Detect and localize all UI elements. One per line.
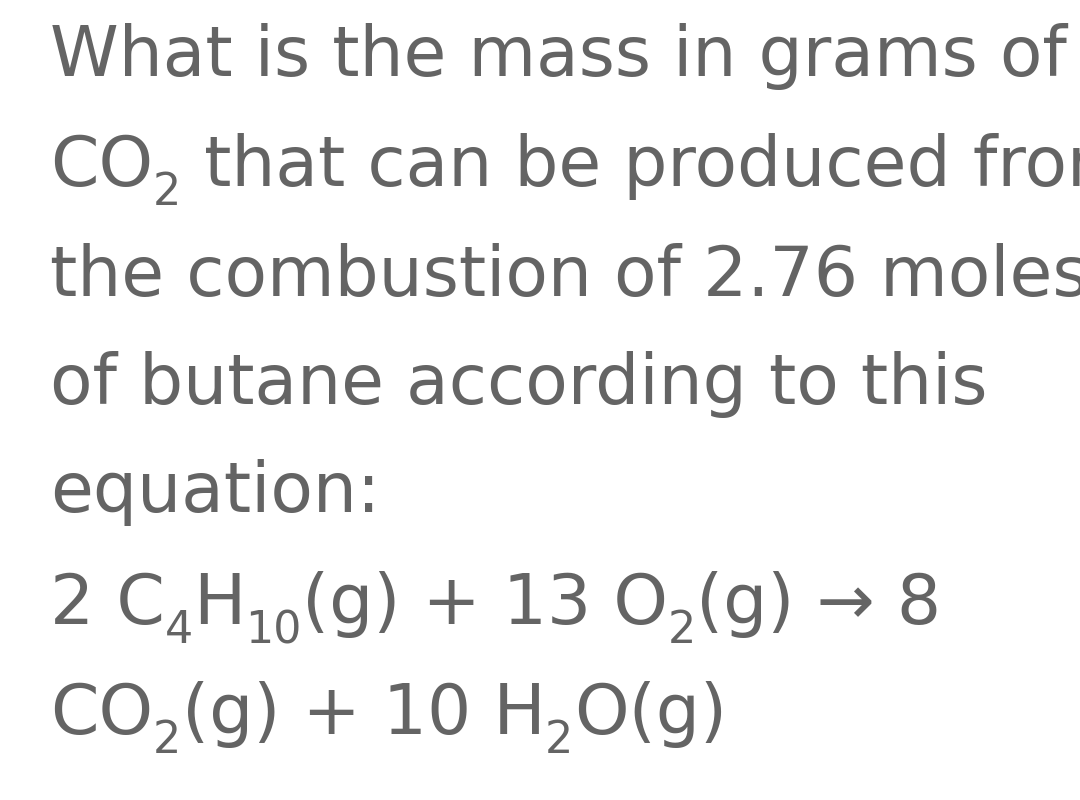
Text: of butane according to this: of butane according to this — [50, 351, 987, 418]
Text: CO: CO — [50, 133, 153, 200]
Text: CO: CO — [50, 681, 153, 748]
Text: 10: 10 — [245, 609, 302, 652]
Text: 2 C: 2 C — [50, 571, 165, 638]
Text: 2: 2 — [153, 171, 181, 214]
Text: the combustion of 2.76 moles: the combustion of 2.76 moles — [50, 243, 1080, 310]
Text: equation:: equation: — [50, 459, 380, 526]
Text: 2: 2 — [669, 609, 697, 652]
Text: What is the mass in grams of: What is the mass in grams of — [50, 23, 1067, 90]
Text: (g) + 13 O: (g) + 13 O — [302, 571, 669, 638]
Text: 2: 2 — [153, 719, 181, 762]
Text: O(g): O(g) — [573, 681, 727, 748]
Text: that can be produced from: that can be produced from — [181, 133, 1080, 200]
Text: 4: 4 — [165, 609, 193, 652]
Text: 2: 2 — [545, 719, 573, 762]
Text: (g) → 8: (g) → 8 — [697, 571, 942, 638]
Text: (g) + 10 H: (g) + 10 H — [181, 681, 545, 748]
Text: H: H — [193, 571, 245, 638]
